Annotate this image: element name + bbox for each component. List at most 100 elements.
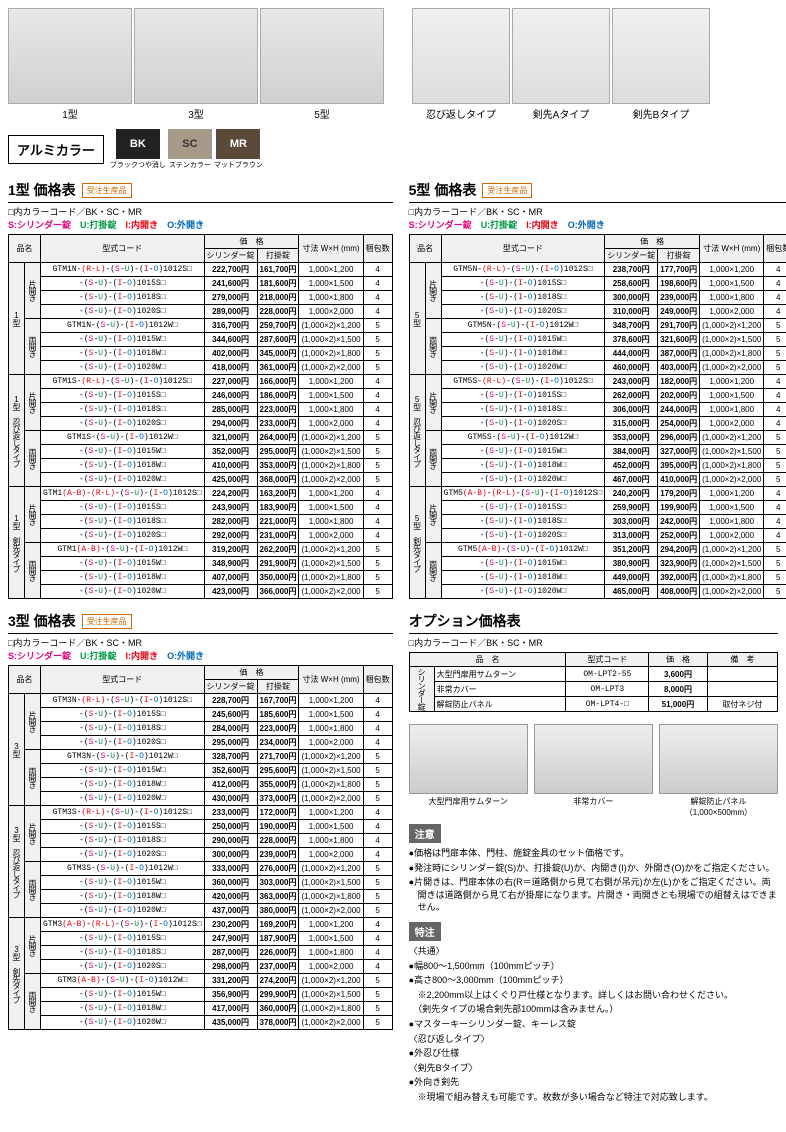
type-label: 3型 忍び返しタイプ	[9, 806, 25, 918]
table-row: 両開きGTM1(A-B)-(S-U)-(I-O)1012W□319,200円26…	[9, 543, 393, 557]
model-code: -(S-U)-(I-O)1020W□	[41, 473, 205, 487]
table-row: -(S-U)-(I-O)1020W□467,000円410,000円(1,000…	[409, 473, 786, 487]
table-row: 1型 剣先タイプ片開きGTM1(A-B)-(R-L)-(S-U)-(I-O)10…	[9, 487, 393, 501]
pkg-count: 4	[764, 263, 786, 277]
dimension: 1,000×1,800	[299, 946, 363, 960]
dimension: 1,000×2,000	[700, 529, 764, 543]
pkg-count: 4	[363, 736, 392, 750]
dimension: (1,000×2)×1,500	[299, 333, 363, 347]
price-latch: 355,000円	[257, 778, 299, 792]
dimension: (1,000×2)×2,000	[299, 904, 363, 918]
price-cylinder: 465,000円	[605, 585, 658, 599]
pkg-count: 4	[764, 291, 786, 305]
table-row: -(S-U)-(I-O)1018W□449,000円392,000円(1,000…	[409, 571, 786, 585]
price-cylinder: 418,000円	[204, 361, 257, 375]
option-note	[707, 667, 777, 682]
price-latch: 163,200円	[257, 487, 299, 501]
price-cylinder: 444,000円	[605, 347, 658, 361]
pkg-count: 5	[764, 319, 786, 333]
pkg-count: 5	[363, 876, 392, 890]
section-title: 5型 価格表 受注生産品	[409, 180, 786, 200]
price-cylinder: 412,000円	[204, 778, 257, 792]
price-cylinder: 435,000円	[204, 1016, 257, 1030]
table-row: -(S-U)-(I-O)1015S□250,000円190,000円1,000×…	[9, 820, 393, 834]
model-code: -(S-U)-(I-O)1015W□	[41, 333, 205, 347]
thumbnail: 3型	[134, 8, 258, 121]
table-row: 5型片開きGTM5N-(R-L)-(S-U)-(I-O)1012S□238,70…	[409, 263, 786, 277]
sub-label: 両開き	[25, 862, 41, 918]
dimension: (1,000×2)×1,200	[299, 750, 363, 764]
note-line: ●外忍び仕様	[409, 1047, 778, 1060]
table-row: -(S-U)-(I-O)1020S□294,000円233,000円1,000×…	[9, 417, 393, 431]
price-latch: 363,000円	[257, 890, 299, 904]
dimension: (1,000×2)×1,500	[299, 764, 363, 778]
model-code: -(S-U)-(I-O)1018W□	[41, 347, 205, 361]
price-latch: 361,000円	[257, 361, 299, 375]
price-latch: 167,700円	[257, 694, 299, 708]
pkg-count: 4	[363, 834, 392, 848]
model-code: -(S-U)-(I-O)1015S□	[41, 277, 205, 291]
dimension: (1,000×2)×1,200	[299, 974, 363, 988]
price-cylinder: 243,900円	[204, 501, 257, 515]
dimension: (1,000×2)×1,200	[700, 431, 764, 445]
dimension: 1,000×1,200	[700, 487, 764, 501]
price-cylinder: 228,700円	[204, 694, 257, 708]
dimension: 1,000×1,200	[299, 487, 363, 501]
pkg-count: 5	[363, 333, 392, 347]
table-row: 1型 忍び返しタイプ片開きGTM1S-(R-L)-(S-U)-(I-O)1012…	[9, 375, 393, 389]
table-row: 1型片開きGTM1N-(R-L)-(S-U)-(I-O)1012S□222,70…	[9, 263, 393, 277]
dimension: (1,000×2)×1,800	[299, 778, 363, 792]
model-code: -(S-U)-(I-O)1018W□	[441, 459, 605, 473]
model-code: -(S-U)-(I-O)1018S□	[41, 403, 205, 417]
price-cylinder: 246,000円	[204, 389, 257, 403]
table-row: -(S-U)-(I-O)1018S□287,000円226,000円1,000×…	[9, 946, 393, 960]
price-latch: 296,000円	[658, 431, 700, 445]
table-row: -(S-U)-(I-O)1015W□352,000円295,000円(1,000…	[9, 445, 393, 459]
price-latch: 233,000円	[257, 417, 299, 431]
pkg-count: 5	[764, 557, 786, 571]
badge: 受注生産品	[82, 183, 132, 198]
sub-label: 片開き	[425, 487, 441, 543]
legend: □内カラーコード／BK・SC・MRS:シリンダー錠 U:打掛錠 I:内開き O:…	[8, 205, 393, 231]
model-code: -(S-U)-(I-O)1015S□	[41, 501, 205, 515]
model-code: -(S-U)-(I-O)1018S□	[441, 291, 605, 305]
dimension: (1,000×2)×1,800	[700, 571, 764, 585]
price-cylinder: 250,000円	[204, 820, 257, 834]
price-cylinder: 328,700円	[204, 750, 257, 764]
dimension: (1,000×2)×2,000	[700, 361, 764, 375]
model-code: -(S-U)-(I-O)1020S□	[41, 736, 205, 750]
note-line: ●マスターキーシリンダー錠、キーレス錠	[409, 1018, 778, 1031]
model-code: -(S-U)-(I-O)1018S□	[441, 515, 605, 529]
dimension: (1,000×2)×1,500	[299, 876, 363, 890]
dimension: (1,000×2)×2,000	[700, 473, 764, 487]
price-latch: 172,000円	[257, 806, 299, 820]
price-latch: 231,000円	[257, 529, 299, 543]
option-image: 非常カバー	[534, 724, 653, 818]
model-code: -(S-U)-(I-O)1020S□	[441, 305, 605, 319]
model-code: -(S-U)-(I-O)1020S□	[41, 848, 205, 862]
table-row: 非常カバーOM-LPT38,000円	[409, 682, 777, 697]
option-image: 大型門扉用サムターン	[409, 724, 528, 818]
price-cylinder: 452,000円	[605, 459, 658, 473]
sub-label: 片開き	[25, 375, 41, 431]
model-code: GTM5(A-B)-(S-U)-(I-O)1012W□	[441, 543, 605, 557]
model-code: GTM5N-(S-U)-(I-O)1012W□	[441, 319, 605, 333]
table-row: -(S-U)-(I-O)1015S□241,600円181,600円1,000×…	[9, 277, 393, 291]
dimension: 1,000×2,000	[700, 417, 764, 431]
price-latch: 223,000円	[257, 403, 299, 417]
price-latch: 350,000円	[257, 571, 299, 585]
pkg-count: 4	[363, 694, 392, 708]
dimension: (1,000×2)×1,500	[700, 333, 764, 347]
model-code: -(S-U)-(I-O)1015S□	[41, 932, 205, 946]
price-cylinder: 351,200円	[605, 543, 658, 557]
pkg-count: 4	[764, 375, 786, 389]
price-latch: 287,600円	[257, 333, 299, 347]
dimension: (1,000×2)×1,200	[700, 319, 764, 333]
price-cylinder: 430,000円	[204, 792, 257, 806]
dimension: 1,000×1,200	[299, 694, 363, 708]
price-latch: 295,600円	[257, 764, 299, 778]
model-code: -(S-U)-(I-O)1018S□	[41, 291, 205, 305]
model-code: GTM3(A-B)-(S-U)-(I-O)1012W□	[41, 974, 205, 988]
dimension: 1,000×1,200	[299, 375, 363, 389]
price-cylinder: 313,000円	[605, 529, 658, 543]
